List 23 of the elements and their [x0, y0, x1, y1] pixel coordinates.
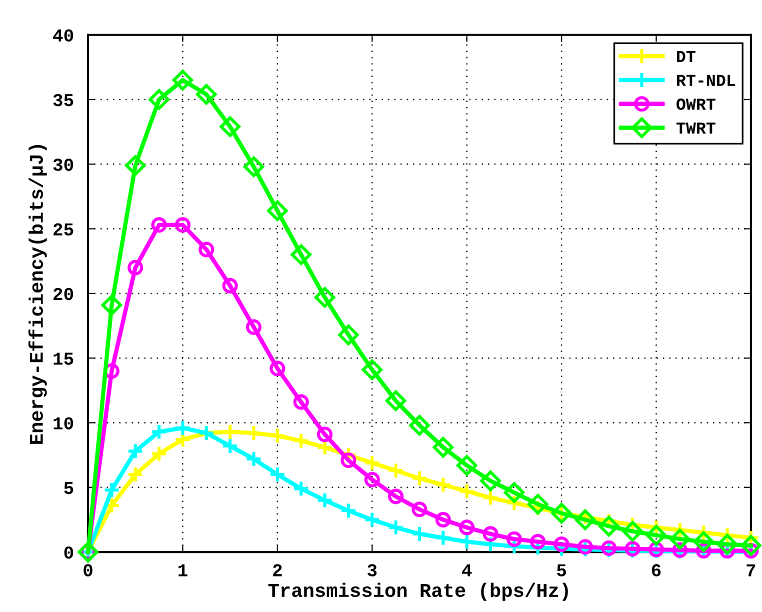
y-axis-title: Energy-Efficiency(bits/μJ)	[28, 145, 47, 444]
legend-label: RT-NDL	[677, 74, 736, 86]
y-tick-label: 15	[54, 352, 74, 365]
legend-label: DT	[677, 50, 696, 62]
y-tick-label: 10	[54, 417, 74, 430]
y-tick-label: 40	[53, 29, 74, 42]
y-tick-label: 35	[53, 94, 74, 106]
y-tick-label: 5	[64, 482, 74, 494]
x-tick-label: 3	[368, 564, 377, 576]
y-tick-label: 20	[54, 288, 74, 300]
x-tick-label: 2	[273, 564, 282, 576]
x-tick-label: 7	[746, 564, 756, 576]
x-tick-label: 6	[652, 564, 661, 576]
y-tick-label: 0	[64, 546, 74, 559]
legend-label: TWRT	[676, 122, 716, 134]
x-axis-title: Transmission Rate (bps/Hz)	[268, 582, 568, 601]
x-tick-label: 5	[557, 564, 566, 576]
x-tick-label: 4	[462, 564, 472, 576]
x-tick-label: 0	[84, 564, 92, 576]
legend-label: OWRT	[676, 98, 716, 110]
y-tick-label: 30	[53, 158, 74, 171]
x-tick-label: 1	[178, 564, 188, 576]
y-tick-label: 25	[54, 223, 74, 236]
